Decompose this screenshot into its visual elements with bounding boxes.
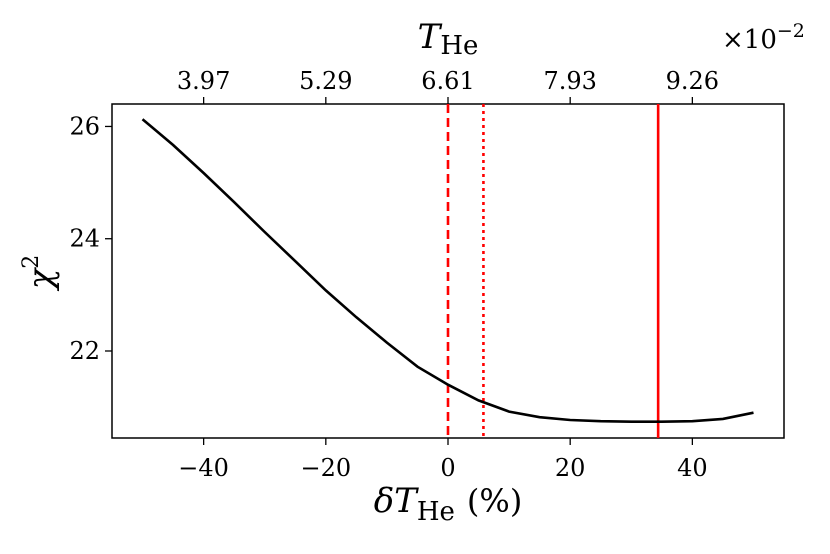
top-axis-title-main: T — [418, 17, 443, 57]
top-tick-label: 9.26 — [666, 67, 719, 95]
y-tick-label: 24 — [69, 225, 100, 253]
top-tick-label: 5.29 — [299, 67, 352, 95]
chi-square-curve — [141, 118, 754, 423]
x-axis-title: δTHe (%) — [374, 481, 523, 527]
reference-lines — [446, 104, 660, 438]
x-tick-label: 0 — [440, 454, 455, 482]
x-tick-label: −20 — [300, 454, 351, 482]
x-tick-label: 40 — [677, 454, 708, 482]
top-axis-title-sub: He — [440, 31, 478, 61]
top-axis-multiplier: ×10−2 — [722, 20, 805, 55]
x-axis-title-unit: (%) — [467, 482, 522, 520]
top-axis-ticks: 3.97 5.29 6.61 7.93 9.26 — [177, 67, 719, 104]
x-axis-ticks: −40 −20 0 20 40 — [178, 438, 708, 482]
y-axis-title-main: χ — [21, 266, 61, 291]
y-tick-label: 22 — [69, 337, 100, 365]
x-tick-label: 20 — [555, 454, 586, 482]
y-axis-title: χ2 — [19, 255, 61, 292]
top-axis-multiplier-base: ×10 — [722, 25, 777, 55]
top-tick-label: 3.97 — [177, 67, 230, 95]
x-axis-title-sub: He — [417, 497, 455, 527]
y-axis-title-sup: 2 — [19, 255, 44, 269]
x-axis-title-main: δT — [374, 481, 419, 521]
top-axis-title: THe — [418, 17, 479, 61]
x-tick-label: −40 — [178, 454, 229, 482]
top-axis-multiplier-exp: −2 — [777, 20, 805, 42]
top-tick-label: 7.93 — [543, 67, 596, 95]
top-tick-label: 6.61 — [421, 67, 474, 95]
y-axis-ticks: 22 24 26 — [69, 112, 112, 365]
y-tick-label: 26 — [69, 112, 100, 140]
